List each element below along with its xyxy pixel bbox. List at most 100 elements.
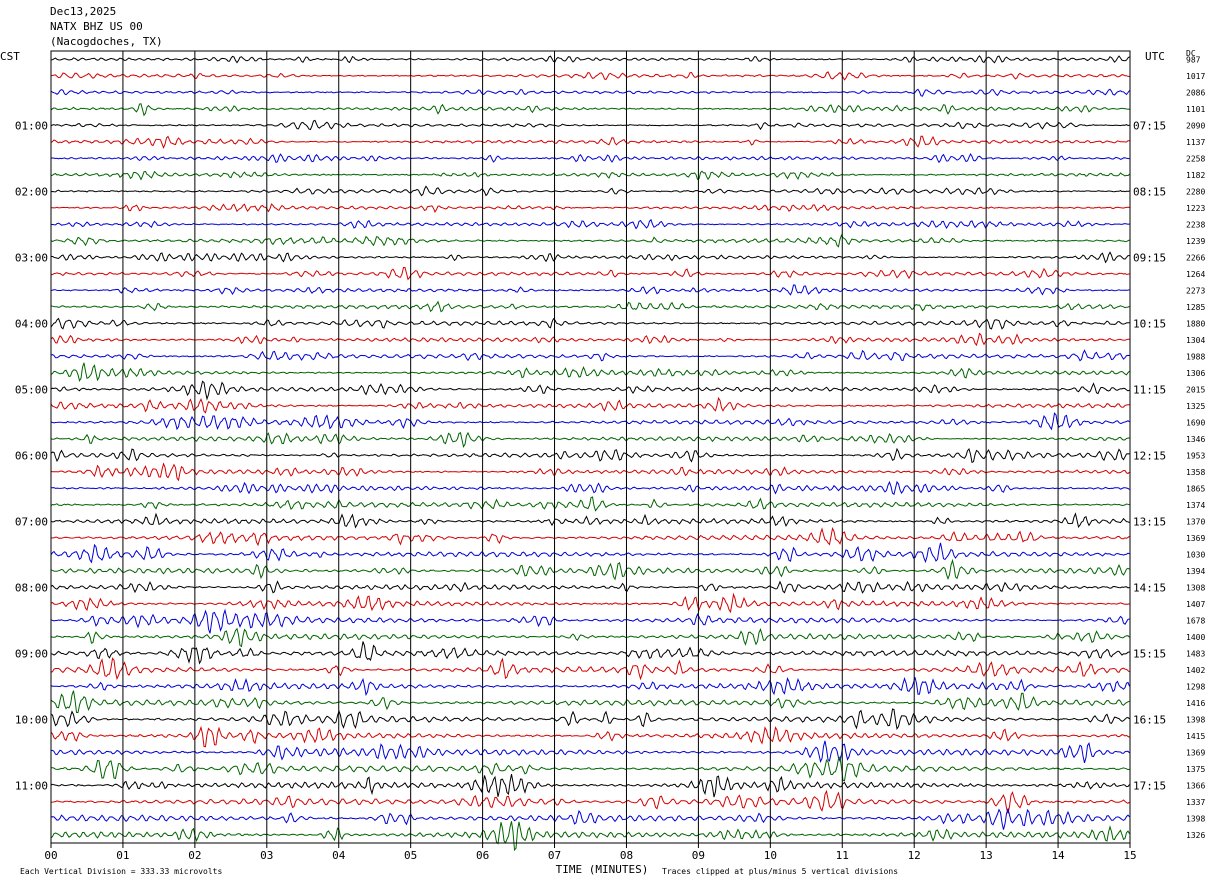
dc-value-label: 1223	[1186, 204, 1205, 213]
seismic-trace	[51, 756, 1130, 782]
dc-value-label: 2015	[1186, 385, 1205, 394]
seismic-trace	[50, 267, 1130, 281]
seismic-trace	[50, 233, 1130, 248]
utc-hour-label: 15:15	[1133, 647, 1166, 660]
x-tick-label: 07	[548, 849, 561, 862]
utc-hour-label: 07:15	[1133, 119, 1166, 132]
cst-hour-label: 09:00	[15, 647, 48, 660]
seismic-trace	[50, 218, 1130, 230]
dc-value-label: 1407	[1186, 600, 1205, 609]
dc-value-label: 1400	[1186, 633, 1205, 642]
cst-hour-label: 07:00	[15, 515, 48, 528]
seismic-trace	[50, 774, 1130, 798]
x-tick-label: 05	[404, 849, 417, 862]
dc-value-label: 1239	[1186, 237, 1205, 246]
tz-right-label: UTC	[1145, 50, 1165, 63]
dc-value-label: 1865	[1186, 484, 1205, 493]
tz-left-label: CST	[0, 50, 20, 63]
chart-location: (Nacogdoches, TX)	[50, 35, 163, 48]
seismic-trace	[51, 203, 1130, 213]
dc-value-label: 2086	[1186, 88, 1205, 97]
dc-value-label: 1137	[1186, 138, 1205, 147]
seismic-trace	[50, 676, 1130, 697]
x-tick-label: 14	[1051, 849, 1065, 862]
seismic-trace	[50, 412, 1130, 431]
cst-hour-label: 04:00	[15, 317, 48, 330]
utc-hour-label: 11:15	[1133, 383, 1166, 396]
x-tick-label: 12	[908, 849, 921, 862]
x-tick-label: 15	[1123, 849, 1136, 862]
seismic-trace	[50, 349, 1130, 362]
seismic-trace	[50, 462, 1130, 482]
seismic-traces	[50, 55, 1130, 852]
dc-value-label: 1101	[1186, 105, 1205, 114]
utc-hour-labels: 07:15 08:15 09:15 10:15 11:15 12:15 13:15 14:15…	[1133, 119, 1166, 792]
seismic-trace	[50, 185, 1130, 197]
seismic-trace	[50, 708, 1130, 730]
dc-value-label: 1017	[1186, 72, 1205, 81]
seismic-trace	[50, 332, 1130, 347]
dc-value-label: 1264	[1186, 270, 1205, 279]
dc-value-label: 1402	[1186, 666, 1205, 675]
cst-hour-label: 11:00	[15, 779, 48, 792]
dc-value-label: 1304	[1186, 336, 1205, 345]
dc-value-label: 1880	[1186, 319, 1205, 328]
chart-station: NATX BHZ US 00	[50, 20, 143, 33]
dc-offset-labels: 987 1017 2086 1101 2090 1137 2258 1182 2280 1223 2…	[1186, 55, 1205, 840]
x-tick-label: 13	[980, 849, 993, 862]
dc-value-label: 1398	[1186, 814, 1205, 823]
dc-value-label: 1416	[1186, 699, 1205, 708]
dc-value-label: 2273	[1186, 286, 1205, 295]
dc-value-label: 1358	[1186, 468, 1205, 477]
dc-value-label: 1182	[1186, 171, 1205, 180]
seismic-trace	[50, 740, 1130, 764]
seismic-trace	[50, 725, 1130, 748]
x-tick-label: 04	[332, 849, 346, 862]
seismic-trace	[50, 317, 1130, 330]
cst-hour-label: 10:00	[15, 713, 48, 726]
seismic-trace	[50, 480, 1130, 496]
x-tick-label: 01	[116, 849, 129, 862]
minute-grid	[50, 50, 1131, 844]
cst-hour-label: 02:00	[15, 185, 48, 198]
seismic-trace	[50, 789, 1130, 814]
seismic-trace	[50, 362, 1130, 382]
x-axis-label: TIME (MINUTES)	[556, 863, 649, 876]
utc-hour-label: 13:15	[1133, 515, 1166, 528]
dc-value-label: 1678	[1186, 616, 1205, 625]
dc-value-label: 1415	[1186, 732, 1205, 741]
seismic-trace	[50, 396, 1130, 414]
seismic-trace	[50, 807, 1130, 830]
seismic-trace	[50, 103, 1130, 117]
dc-value-label: 1030	[1186, 550, 1205, 559]
x-tick-label: 02	[188, 849, 201, 862]
seismic-trace	[50, 55, 1130, 64]
utc-hour-label: 14:15	[1133, 581, 1166, 594]
scale-note: Each Vertical Division = 333.33 microvol…	[20, 867, 223, 876]
dc-value-label: 2280	[1186, 187, 1205, 196]
seismic-trace	[50, 690, 1130, 714]
seismic-trace	[50, 135, 1130, 150]
clip-note: Traces clipped at plus/minus 5 vertical …	[662, 867, 899, 876]
seismic-trace	[50, 170, 1130, 181]
seismic-trace	[50, 641, 1130, 665]
dc-value-label: 1298	[1186, 682, 1205, 691]
dc-value-label: 2266	[1186, 253, 1205, 262]
dc-value-label: 1325	[1186, 402, 1205, 411]
seismic-trace	[50, 71, 1130, 81]
x-tick-label: 03	[260, 849, 273, 862]
seismic-trace	[50, 251, 1130, 264]
seismic-trace	[50, 558, 1130, 581]
cst-hour-label: 08:00	[15, 581, 48, 594]
seismic-trace	[50, 119, 1130, 131]
cst-hour-label: 01:00	[15, 119, 48, 132]
seismic-trace	[50, 542, 1130, 564]
seismic-trace	[50, 152, 1130, 164]
seismic-trace	[50, 627, 1130, 648]
utc-hour-label: 08:15	[1133, 185, 1166, 198]
utc-hour-label: 17:15	[1133, 779, 1166, 792]
dc-value-label: 1306	[1186, 369, 1205, 378]
x-tick-label: 11	[836, 849, 849, 862]
dc-value-label: 2258	[1186, 154, 1205, 163]
dc-value-label: 1346	[1186, 435, 1205, 444]
